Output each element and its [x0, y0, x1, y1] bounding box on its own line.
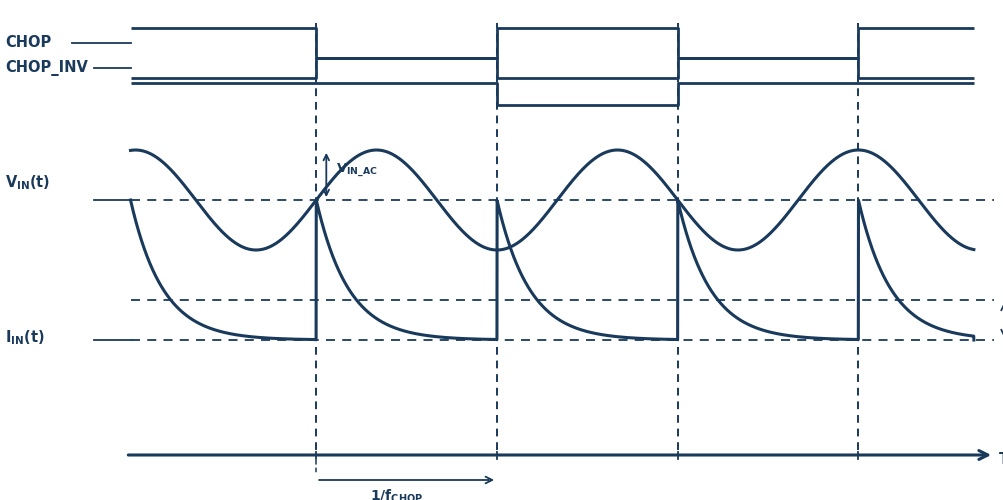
Text: $\mathbf{V_{IN\_AC}}$: $\mathbf{V_{IN\_AC}}$	[336, 162, 377, 178]
Text: $\mathbf{1/f_{CHOP}}$: $\mathbf{1/f_{CHOP}}$	[370, 488, 422, 500]
Text: Time: t: Time: t	[998, 452, 1003, 468]
Text: $\mathbf{I_{IN}(t)}$: $\mathbf{I_{IN}(t)}$	[5, 328, 44, 347]
Text: CHOP: CHOP	[5, 35, 51, 50]
Text: $\mathbf{V_{IN}(t)}$: $\mathbf{V_{IN}(t)}$	[5, 173, 50, 192]
Text: CHOP_INV: CHOP_INV	[5, 60, 88, 76]
